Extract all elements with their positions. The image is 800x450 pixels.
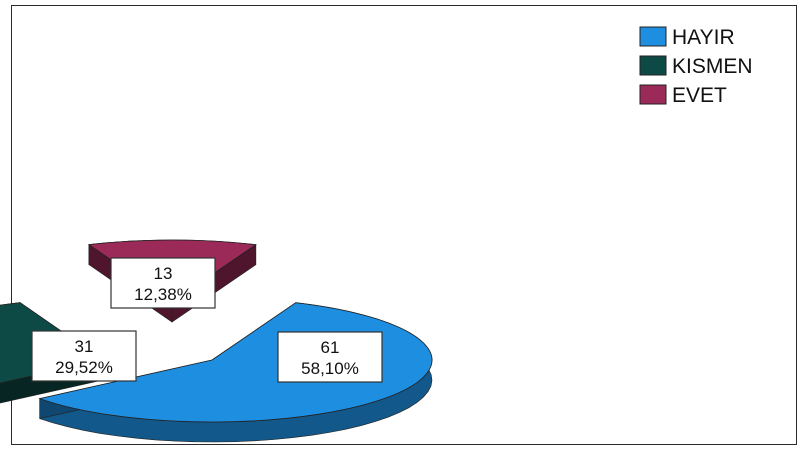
legend-swatch-kismen	[639, 55, 667, 76]
legend-swatch-hayir	[639, 26, 667, 47]
data-label-box-evet	[110, 257, 216, 309]
legend-item-kismen: KISMEN	[639, 55, 753, 78]
data-label-box-hayir	[277, 331, 383, 383]
legend-label-hayir: HAYIR	[672, 26, 735, 49]
data-labels: 61 58,10% 31 29,52% 13 12,38%	[31, 257, 383, 383]
legend-item-hayir: HAYIR	[639, 26, 735, 49]
data-label-hayir: 61 58,10%	[277, 331, 383, 383]
chart-frame	[11, 5, 797, 445]
data-label-kismen: 31 29,52%	[31, 330, 137, 382]
data-label-count-hayir: 61	[321, 338, 340, 357]
legend: HAYIR KISMEN EVET	[639, 26, 753, 107]
data-label-count-kismen: 31	[75, 337, 94, 356]
data-label-percent-hayir: 58,10%	[301, 359, 359, 378]
data-label-box-kismen	[31, 330, 137, 382]
data-label-percent-kismen: 29,52%	[55, 358, 113, 377]
legend-swatch-evet	[639, 84, 667, 105]
data-label-count-evet: 13	[154, 264, 173, 283]
legend-label-kismen: KISMEN	[672, 55, 753, 78]
legend-label-evet: EVET	[672, 84, 727, 107]
data-label-evet: 13 12,38%	[110, 257, 216, 309]
data-label-percent-evet: 12,38%	[134, 285, 192, 304]
legend-item-evet: EVET	[639, 84, 727, 107]
